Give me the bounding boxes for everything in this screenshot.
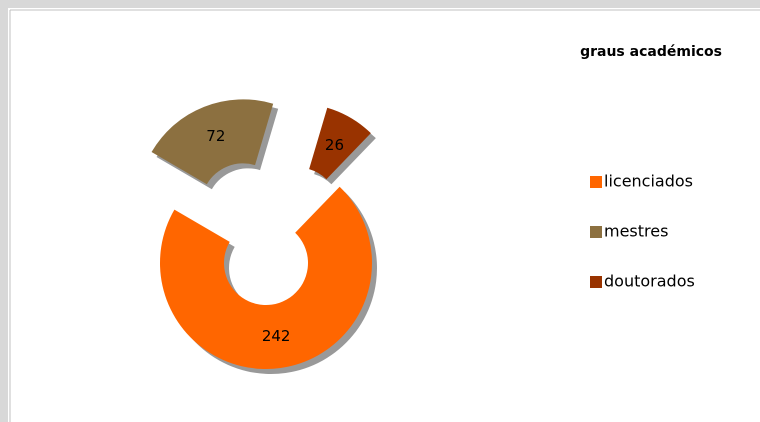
- legend-swatch: [590, 226, 602, 238]
- slice: [309, 107, 371, 180]
- panel: [8, 8, 760, 422]
- data-label: 26: [325, 136, 344, 154]
- legend-label: doutorados: [604, 272, 695, 291]
- legend-swatch: [590, 176, 602, 188]
- data-label: 242: [262, 327, 291, 345]
- legend-swatch: [590, 276, 602, 288]
- slice: [151, 99, 274, 185]
- legend-label: mestres: [604, 222, 668, 241]
- data-label: 72: [206, 127, 225, 145]
- legend-label: licenciados: [604, 172, 693, 191]
- slice: [160, 186, 372, 369]
- chart-title: graus académicos: [580, 44, 722, 60]
